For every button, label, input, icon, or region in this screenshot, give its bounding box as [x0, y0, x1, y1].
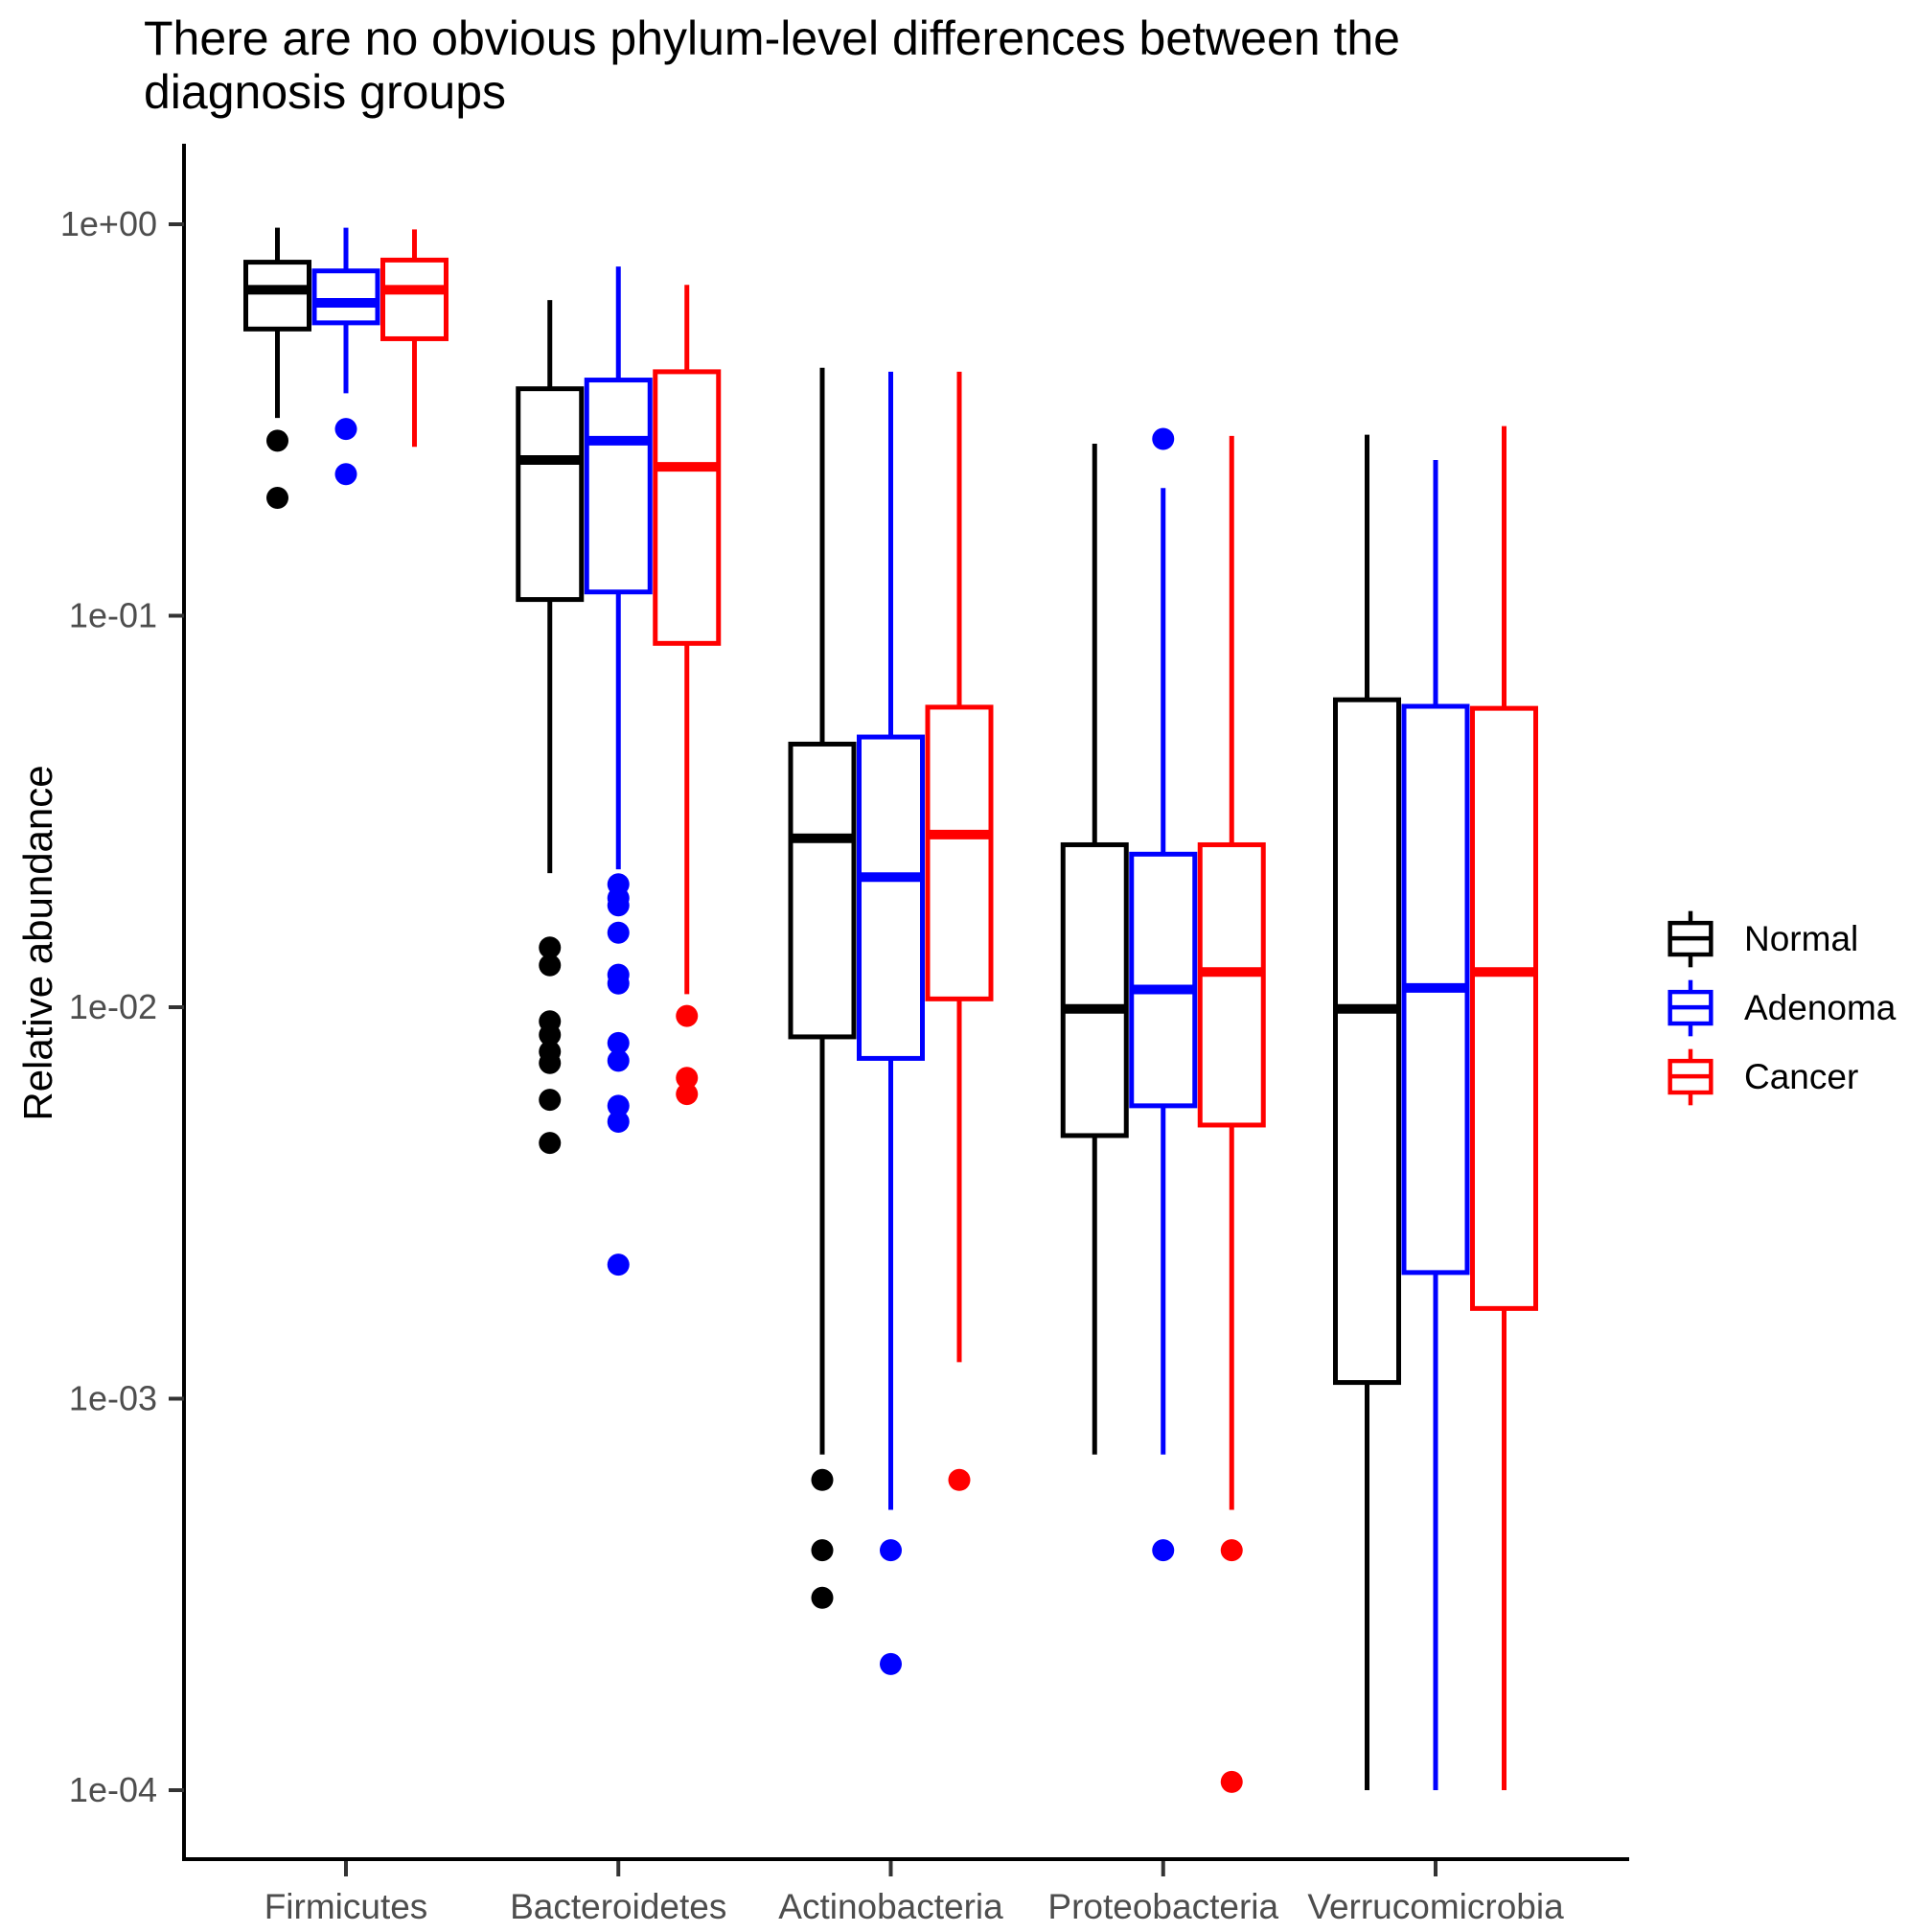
- outlier-point: [880, 1539, 902, 1562]
- iqr-box: [1060, 841, 1129, 1138]
- outlier-point: [1152, 427, 1175, 450]
- boxplot-cancer-firmicutes: [380, 229, 448, 448]
- outlier-point: [334, 463, 357, 486]
- iqr-box: [516, 386, 585, 603]
- outlier-point: [948, 1468, 971, 1491]
- boxplot-cancer-verrucomicrobia: [1470, 426, 1538, 1790]
- iqr-box: [1197, 841, 1266, 1128]
- iqr-box: [788, 741, 857, 1040]
- outlier-point: [676, 1083, 699, 1106]
- outlier-point: [607, 1254, 630, 1276]
- outlier-point: [1220, 1770, 1243, 1793]
- legend-label-normal: Normal: [1744, 919, 1859, 958]
- boxplot-normal-actinobacteria: [788, 367, 857, 1609]
- outlier-point: [607, 1031, 630, 1054]
- outlier-point: [811, 1468, 834, 1491]
- boxplot-cancer-proteobacteria: [1197, 435, 1266, 1793]
- legend: Normal Adenoma Cancer: [1664, 908, 1896, 1108]
- y-tick-label: 1e+00: [60, 204, 157, 243]
- outlier-point: [539, 1132, 562, 1155]
- y-tick-label: 1e-01: [69, 596, 157, 635]
- iqr-box: [653, 369, 722, 646]
- boxplot-normal-verrucomicrobia: [1333, 434, 1401, 1790]
- outlier-point: [607, 921, 630, 944]
- outlier-point: [607, 1110, 630, 1133]
- iqr-box: [1129, 851, 1198, 1109]
- boxplot-glyph-icon: [1668, 1048, 1714, 1106]
- boxplot-normal-firmicutes: [243, 227, 311, 510]
- iqr-box: [925, 704, 994, 1001]
- outlier-point: [1220, 1539, 1243, 1562]
- outlier-point: [880, 1652, 902, 1675]
- legend-label-cancer: Cancer: [1744, 1057, 1859, 1096]
- boxplot-cancer-actinobacteria: [925, 371, 994, 1491]
- boxplot-glyph-icon: [1668, 910, 1714, 968]
- outlier-point: [607, 972, 630, 995]
- y-tick-label: 1e-02: [69, 987, 157, 1026]
- outlier-point: [811, 1539, 834, 1562]
- x-tick-label: Verrucomicrobia: [1307, 1887, 1564, 1926]
- boxplot-adenoma-firmicutes: [311, 227, 380, 486]
- outlier-point: [266, 487, 288, 510]
- x-tick-label: Proteobacteria: [1047, 1887, 1278, 1926]
- iqr-box: [1333, 697, 1401, 1386]
- y-tick-label: 1e-04: [69, 1770, 157, 1809]
- outlier-point: [676, 1067, 699, 1090]
- boxplot-normal-proteobacteria: [1060, 444, 1129, 1455]
- outlier-point: [266, 429, 288, 452]
- iqr-box: [380, 257, 448, 341]
- iqr-box: [1470, 705, 1538, 1311]
- legend-item-adenoma: Adenoma: [1664, 978, 1896, 1039]
- boxplot-normal-bacteroidetes: [516, 300, 585, 1155]
- iqr-box: [311, 268, 380, 326]
- iqr-box: [584, 378, 653, 595]
- outlier-point: [1152, 1539, 1175, 1562]
- outlier-point: [539, 1089, 562, 1112]
- boxplot-adenoma-proteobacteria: [1129, 427, 1198, 1562]
- boxplot-glyph-icon: [1668, 979, 1714, 1037]
- outlier-point: [607, 1049, 630, 1072]
- boxplot-adenoma-verrucomicrobia: [1401, 459, 1470, 1790]
- outlier-point: [539, 1051, 562, 1074]
- y-tick-label: 1e-03: [69, 1379, 157, 1418]
- x-tick-label: Bacteroidetes: [510, 1887, 726, 1926]
- iqr-box: [857, 734, 925, 1061]
- legend-item-normal: Normal: [1664, 908, 1896, 970]
- boxplot-adenoma-bacteroidetes: [584, 266, 653, 1276]
- outlier-point: [539, 936, 562, 959]
- outlier-point: [676, 1004, 699, 1027]
- outlier-point: [539, 1024, 562, 1046]
- legend-label-adenoma: Adenoma: [1744, 988, 1897, 1027]
- iqr-box: [243, 260, 311, 332]
- outlier-point: [334, 418, 357, 441]
- x-tick-label: Firmicutes: [264, 1887, 428, 1926]
- outlier-point: [811, 1586, 834, 1609]
- boxplot-adenoma-actinobacteria: [857, 371, 925, 1675]
- boxplot-cancer-bacteroidetes: [653, 285, 722, 1106]
- chart-title: There are no obvious phylum-level differ…: [144, 12, 1400, 119]
- legend-item-cancer: Cancer: [1664, 1046, 1896, 1108]
- outlier-point: [607, 1094, 630, 1117]
- outlier-point: [539, 954, 562, 977]
- outlier-point: [607, 894, 630, 917]
- x-tick-label: Actinobacteria: [778, 1887, 1003, 1926]
